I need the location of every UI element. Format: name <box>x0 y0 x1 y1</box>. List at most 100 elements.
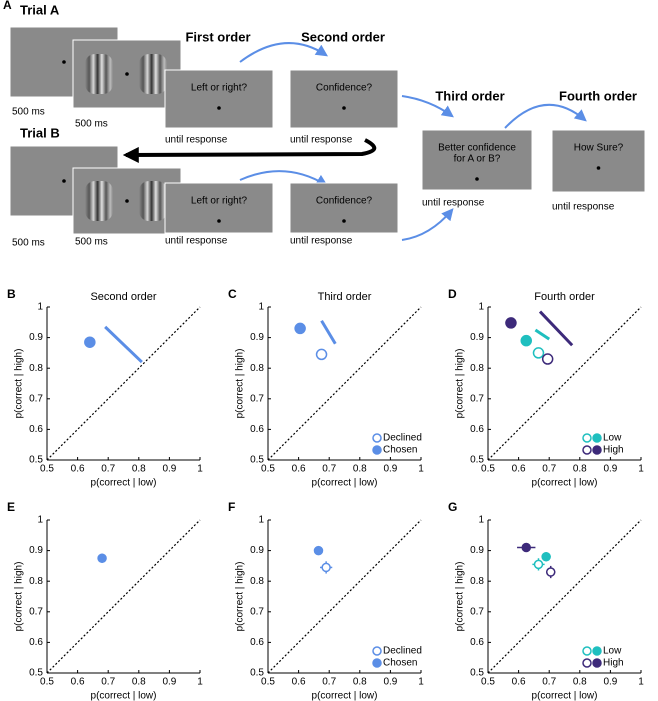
fixation-dot <box>217 219 221 223</box>
chart: E 0.5 0.6 0.7 0.8 0.9 1 0.5 0.6 0.7 0.8 0.9 1 p(corre… <box>7 500 203 701</box>
legend-marker <box>592 658 602 668</box>
screen <box>164 69 274 129</box>
fixation-dot <box>62 60 66 64</box>
panel-label: A <box>3 0 12 12</box>
x-tick-label: 0.6 <box>71 464 85 475</box>
x-tick-label: 0.6 <box>512 677 526 688</box>
legend-label: Chosen <box>383 445 417 456</box>
gabor <box>85 181 113 221</box>
slope-segment <box>320 319 337 345</box>
y-tick-label: 0.5 <box>29 455 43 466</box>
chart: D Fourth order 0.5 0.6 0.7 0.8 0.9 1 0.5 0.6 0.7 0.… <box>448 287 644 488</box>
x-tick-label: 1 <box>638 464 644 475</box>
screen-prompt: Left or right? <box>191 83 248 94</box>
screen-prompt: Left or right? <box>191 196 248 207</box>
y-axis-label: p(correct | high) <box>235 349 246 419</box>
panel-label: E <box>7 500 15 514</box>
y-tick-label: 0.9 <box>29 332 43 343</box>
legend-label: Declined <box>383 646 422 657</box>
screen <box>551 129 646 193</box>
y-tick-label: 0.9 <box>470 545 484 556</box>
point <box>97 553 107 563</box>
point <box>84 336 96 348</box>
identity-line <box>267 519 422 674</box>
x-tick-label: 1 <box>418 464 424 475</box>
x-tick-label: 0.8 <box>573 677 587 688</box>
x-tick-label: 0.7 <box>101 677 115 688</box>
y-tick-label: 0.5 <box>250 455 264 466</box>
x-tick-label: 0.8 <box>573 464 587 475</box>
legend-marker <box>582 646 592 656</box>
x-tick-label: 0.7 <box>542 677 556 688</box>
chart-title: Fourth order <box>534 291 595 303</box>
x-axis-label: p(correct | low) <box>532 691 598 701</box>
x-tick-label: 0.6 <box>292 677 306 688</box>
legend-marker <box>592 646 602 656</box>
point <box>533 559 544 570</box>
y-tick-label: 1 <box>258 515 264 526</box>
x-tick-label: 0.5 <box>261 677 275 688</box>
screen-prompt: Confidence? <box>316 196 373 207</box>
point <box>315 348 328 361</box>
screen-caption: until response <box>422 198 485 209</box>
arrow <box>239 170 329 187</box>
y-tick-label: 0.8 <box>470 363 484 374</box>
point <box>532 347 545 359</box>
point <box>294 322 306 335</box>
fixation-dot <box>342 219 346 223</box>
x-axis-label: p(correct | low) <box>312 478 378 489</box>
slope-segment <box>534 328 551 341</box>
legend-label: Low <box>603 646 622 657</box>
panel-label: C <box>228 287 237 301</box>
x-tick-label: 0.7 <box>542 464 556 475</box>
x-tick-label: 0.9 <box>603 464 617 475</box>
order-heading: Third order <box>435 88 504 103</box>
x-tick-label: 1 <box>418 677 424 688</box>
order-heading: First order <box>185 29 250 44</box>
x-tick-label: 0.9 <box>383 464 397 475</box>
legend-marker <box>372 433 382 443</box>
legend-label: High <box>603 658 624 669</box>
panel-label: D <box>448 287 457 301</box>
point <box>321 562 331 573</box>
x-axis-label: p(correct | low) <box>91 478 157 489</box>
y-axis-label: p(correct | high) <box>455 562 466 632</box>
y-tick-label: 0.5 <box>470 455 484 466</box>
screen-caption: 500 ms <box>75 237 108 248</box>
legend-label: Low <box>603 433 622 444</box>
y-tick-label: 1 <box>37 302 43 313</box>
x-tick-label: 0.9 <box>603 677 617 688</box>
y-tick-label: 0.6 <box>29 637 43 648</box>
x-tick-label: 0.5 <box>481 677 495 688</box>
screen <box>289 182 399 234</box>
x-tick-label: 0.6 <box>71 677 85 688</box>
screen-caption: 500 ms <box>75 119 108 130</box>
screen-caption: until response <box>290 135 353 146</box>
y-tick-label: 0.8 <box>470 576 484 587</box>
y-tick-label: 0.5 <box>250 668 264 679</box>
chart: B Second order 0.5 0.6 0.7 0.8 0.9 1 0.5 0.6 0.7 0.… <box>7 287 203 488</box>
y-tick-label: 0.9 <box>470 332 484 343</box>
fixation-dot <box>125 199 129 203</box>
order-heading: Second order <box>301 29 385 44</box>
trial-label: Trial A <box>20 2 60 17</box>
fixation-dot <box>217 106 221 110</box>
slope-segment <box>104 325 143 364</box>
x-axis-label: p(correct | low) <box>312 691 378 701</box>
legend-marker <box>592 445 602 455</box>
y-tick-label: 0.6 <box>470 424 484 435</box>
screen-caption: until response <box>552 202 615 213</box>
screen-caption: 500 ms <box>12 107 45 118</box>
point <box>545 567 556 577</box>
x-tick-label: 0.8 <box>132 464 146 475</box>
panel-a: A Trial A Trial B First order Second order Th… <box>3 0 646 249</box>
gabor <box>139 54 167 94</box>
x-tick-label: 0.9 <box>383 677 397 688</box>
screen-prompt: Better confidence <box>438 143 516 154</box>
legend-marker <box>582 658 592 668</box>
y-tick-label: 0.6 <box>250 424 264 435</box>
y-tick-label: 0.9 <box>250 545 264 556</box>
arrow <box>504 103 587 129</box>
order-heading: Fourth order <box>559 88 637 103</box>
